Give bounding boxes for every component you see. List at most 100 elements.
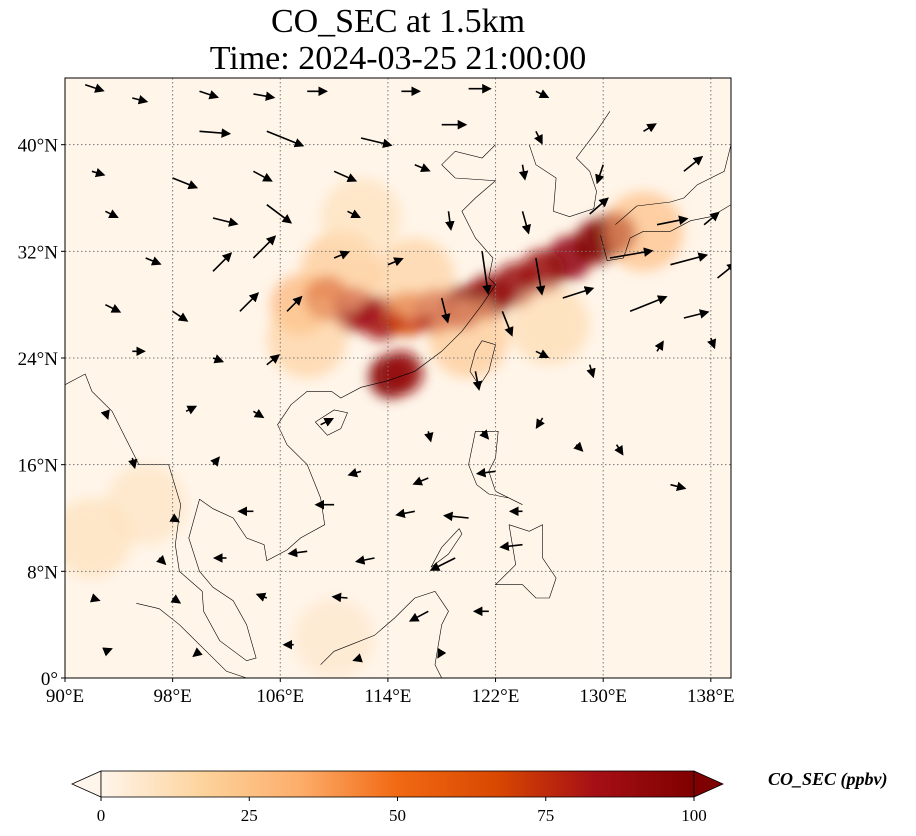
wind-vector-arrow (212, 354, 225, 364)
colorbar-tick-label: 75 (537, 806, 554, 825)
longitude-axis: 90°E 98°E 106°E 114°E 122°E 130°E 138°E (46, 678, 735, 707)
wind-vector-arrow (479, 429, 490, 440)
wind-vector-arrow (481, 251, 492, 295)
colorbar-tick-label: 50 (389, 806, 406, 825)
wind-vector-arrow (445, 211, 455, 231)
coastline (315, 409, 348, 436)
wind-vector-arrow (535, 257, 546, 296)
coastline (320, 590, 449, 678)
lon-tick-label: 114°E (364, 686, 411, 707)
wind-vector-arrow (156, 554, 167, 566)
wind-vector-arrow (656, 215, 689, 226)
lat-tick-label: 32°N (18, 242, 59, 263)
lat-tick-label: 8°N (27, 562, 58, 583)
wind-vector-arrow (443, 511, 469, 522)
wind-vector-field (84, 83, 731, 663)
wind-vector-arrow (573, 441, 584, 452)
coastline (528, 111, 611, 218)
wind-vector-arrow (717, 262, 731, 279)
wind-vector-arrow (437, 647, 447, 659)
lon-tick-label: 106°E (256, 686, 304, 707)
wind-vector-arrow (199, 90, 220, 100)
wind-vector-arrow (239, 292, 260, 312)
wind-vector-arrow (252, 408, 265, 419)
wind-vector-arrow (609, 247, 654, 259)
wind-vector-arrow (589, 197, 609, 215)
wind-vector-arrow (440, 297, 451, 324)
wind-vector-arrow (472, 371, 483, 391)
wind-vector-arrow (210, 456, 221, 467)
wind-vector-arrow (333, 170, 358, 183)
wind-vector-arrow (707, 337, 717, 350)
wind-vector-arrow (170, 594, 182, 604)
lon-tick-label: 130°E (579, 686, 627, 707)
co-plume-cell (509, 284, 590, 365)
lon-tick-label: 90°E (46, 686, 84, 707)
wind-vector-arrow (128, 457, 138, 470)
wind-vector-arrow (212, 217, 239, 227)
co-plume-cell (267, 298, 348, 378)
wind-vector-arrow (169, 513, 180, 523)
wind-vector-arrow (683, 155, 704, 172)
coastline (615, 144, 731, 225)
wind-vector-arrow (670, 252, 709, 266)
wind-vector-arrow (333, 250, 350, 260)
map-frame (64, 77, 732, 679)
co-plume-cell (321, 178, 401, 258)
wind-vector-arrow (654, 340, 664, 352)
wind-vector-arrow (499, 541, 523, 551)
figure-time-subtitle: Time: 2024-03-25 21:00:00 (209, 40, 587, 77)
wind-vector-arrow (354, 555, 375, 565)
lon-tick-label: 138°E (687, 686, 735, 707)
wind-vector-arrow (89, 593, 101, 603)
wind-vector-arrow (102, 647, 113, 657)
wind-vector-arrow (145, 256, 162, 266)
wind-vector-arrow (595, 164, 605, 185)
wind-vector-arrow (105, 303, 122, 313)
coastline (65, 144, 497, 662)
wind-vector-arrow (429, 557, 456, 571)
wind-vector-arrow (84, 83, 105, 93)
wind-vector-arrow (629, 295, 668, 313)
wind-vector-arrow (266, 354, 281, 366)
wind-vector-arrow (683, 309, 710, 319)
lon-tick-label: 122°E (472, 686, 520, 707)
wind-vector-arrow (535, 349, 550, 359)
colorbar-gradient (100, 770, 695, 798)
wind-vector-arrow (192, 647, 203, 658)
wind-vector-arrow (414, 163, 431, 173)
wind-vector-arrow (255, 592, 268, 602)
wind-vector-arrow (518, 164, 529, 181)
wind-vector-arrow (352, 653, 363, 663)
wind-vector-arrow (252, 235, 277, 259)
colorbar-min-extend (71, 770, 102, 798)
coastline (430, 528, 463, 568)
wind-vector-arrow (331, 592, 348, 603)
wind-vector-arrow (535, 417, 545, 429)
wind-vector-arrow (408, 610, 429, 622)
wind-vector-arrow (643, 123, 657, 133)
wind-vector-arrow (501, 311, 514, 337)
wind-vector-arrow (562, 286, 595, 299)
figure-title: CO_SEC at 1.5km (270, 3, 526, 40)
lat-tick-label: 16°N (18, 456, 59, 477)
wind-vector-arrow (287, 547, 308, 558)
coastline (136, 603, 247, 678)
wind-vector-arrow (412, 476, 429, 486)
wind-vector-arrow (475, 467, 496, 478)
wind-vector-arrow (535, 89, 550, 99)
wind-vector-arrow (521, 211, 531, 235)
wind-vector-arrow (360, 137, 393, 149)
lon-tick-label: 98°E (154, 686, 192, 707)
lat-tick-label: 24°N (18, 349, 59, 370)
wind-vector-arrow (320, 417, 335, 427)
wind-vector-arrow (387, 257, 404, 267)
wind-vector-arrow (266, 130, 305, 148)
wind-vector-arrow (105, 209, 119, 219)
colorbar-tick-label: 100 (681, 806, 707, 825)
wind-vector-arrow (100, 409, 110, 421)
wind-vector-arrow (347, 209, 361, 219)
latitude-axis: 0° 8°N 16°N 24°N 32°N 40°N (18, 136, 65, 690)
lat-tick-label: 0° (41, 669, 58, 690)
